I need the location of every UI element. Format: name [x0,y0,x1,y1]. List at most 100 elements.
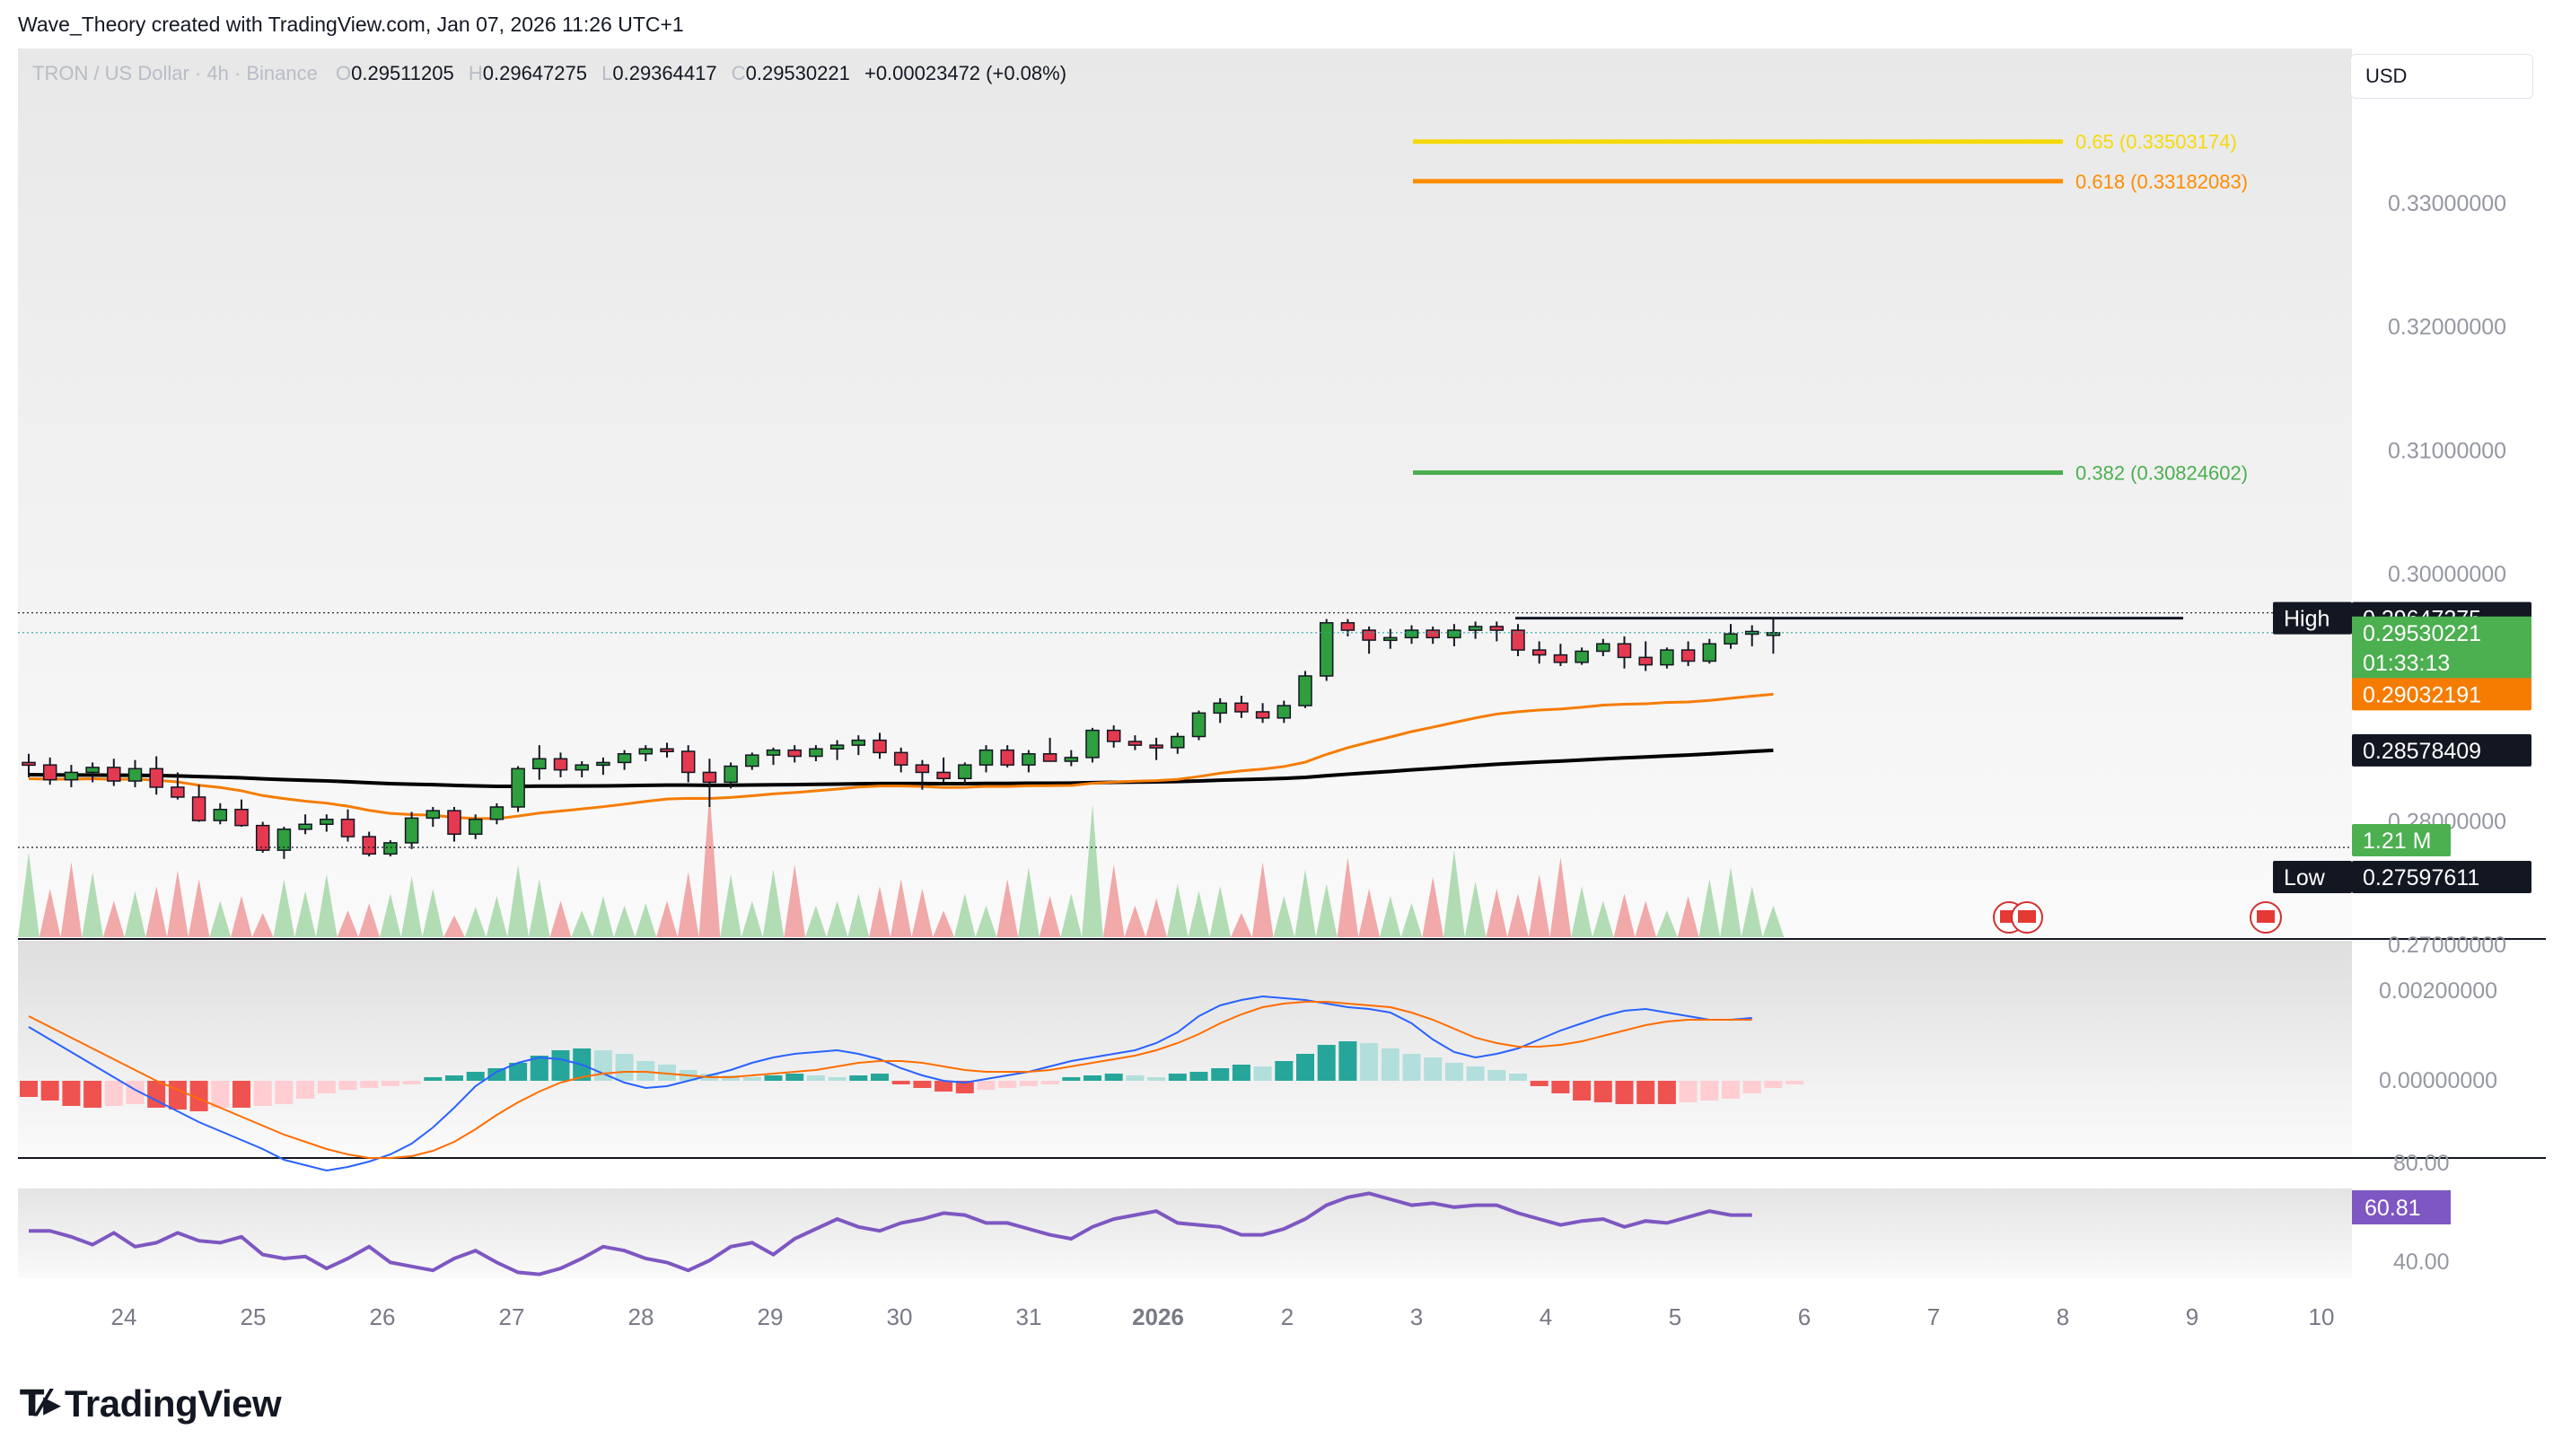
ema-fast-tag: 0.29032191 [2363,682,2481,707]
volume-bar [102,900,125,937]
volume-bar [1698,879,1721,937]
macd-histogram-bar [849,1075,868,1081]
macd-histogram-bar [189,1081,208,1111]
volume-bar [613,905,636,937]
macd-histogram-bar [168,1081,187,1110]
currency-selector[interactable]: USD [2350,54,2533,99]
candle-body [213,808,228,821]
rsi-tag-bg [2352,1190,2451,1224]
volume-bar [1188,890,1210,937]
candle-body [340,818,355,838]
volume-bar [1082,803,1103,937]
chart-frame[interactable]: 0.382 (0.30824602) 0.618 (0.33182083) 0.65… [18,48,2546,1348]
macd-histogram-bar [1360,1043,1379,1081]
high-tag-label-bg [2273,601,2352,635]
low-tag-label: Low [2284,865,2326,890]
last-price-bg [2352,616,2531,680]
volume-bar [656,900,678,937]
time-axis-label: 3 [1410,1303,1423,1330]
volume-bar [1358,889,1380,937]
macd-tick-label: 0.00200000 [2379,978,2497,1004]
candle-body [1638,656,1653,666]
macd-histogram-bar [381,1081,399,1086]
volume-bar [1018,866,1040,937]
macd-pane-bg [18,941,2352,1156]
candle-body [978,749,994,766]
candle-body [1000,749,1014,766]
volume-bar [528,879,550,937]
candle-body [873,739,887,754]
macd-histogram-bar [402,1081,421,1084]
symbol-title[interactable]: TRON / US Dollar · 4h · Binance [32,62,318,84]
time-axis-label: 29 [758,1303,784,1330]
candle-body [468,818,483,836]
price-pane-bg [18,48,2352,937]
volume-bar [1251,862,1274,937]
tradingview-logo[interactable]: T⁄▸ TradingView [20,1382,282,1425]
candle-body [575,764,589,771]
candle-body [1680,649,1696,662]
flag-stripes [2257,910,2275,923]
chart-canvas[interactable]: 0.382 (0.30824602) 0.618 (0.33182083) 0.65… [18,48,2546,1348]
volume-bar [1379,896,1401,937]
candle-body [1171,735,1185,749]
candle-body [107,767,121,782]
macd-histogram-bar [1593,1081,1612,1102]
volume-bar [39,889,61,937]
volume-bar [1549,856,1572,937]
volume-bar [890,879,912,937]
ohlc-legend: TRON / US Dollar · 4h · Binance O0.29511… [32,62,1066,85]
macd-histogram-bar [424,1077,443,1081]
volume-bar [592,896,614,937]
macd-histogram-bar [871,1074,889,1081]
volume-bar [443,915,465,937]
macd-histogram-bar [828,1077,847,1081]
volume-bar [231,896,252,937]
volume-bar [1209,886,1232,937]
time-axis-label: 25 [241,1303,267,1330]
macd-histogram-bar [1084,1075,1101,1081]
volume-bar [273,879,295,937]
macd-histogram-bar [296,1081,315,1099]
volume-bar [1443,849,1465,937]
candle-body [1404,629,1419,639]
volume-bar [380,893,401,937]
macd-histogram-bar [615,1054,634,1081]
candle-body [1127,741,1143,746]
volume-bar [911,889,934,937]
candle-body [1362,629,1376,641]
macd-histogram-bar [1636,1081,1655,1104]
macd-histogram-bar [530,1056,548,1081]
macd-histogram-bar [1764,1081,1783,1088]
volume-bar [400,876,423,937]
macd-histogram-bar [360,1081,379,1088]
macd-histogram-bar [1700,1081,1719,1101]
rsi-value-tag: 60.81 [2365,1196,2421,1221]
volume-bar [996,879,1019,937]
macd-histogram-bar [785,1074,804,1081]
macd-histogram-bar [1509,1074,1527,1081]
price-tick-label: 0.33000000 [2388,191,2506,216]
volume-bar [1592,900,1614,937]
time-axis-label: 8 [2057,1303,2069,1330]
macd-histogram-bar [62,1081,81,1106]
price-tick-label: 0.32000000 [2388,315,2506,340]
fib-label: 0.65 (0.33503174) [2075,131,2237,153]
macd-histogram-bar [1019,1081,1038,1086]
volume-bar [294,890,316,937]
candle-body [511,767,525,808]
macd-histogram-bar [1615,1081,1634,1104]
time-axis-label: 6 [1798,1303,1811,1330]
candle-body [1340,622,1356,631]
macd-histogram-bar [1189,1072,1208,1081]
volume-bar [869,886,891,937]
macd-histogram-bar [1657,1081,1676,1104]
volume-bar [826,900,848,937]
high-tag-label: High [2284,607,2329,632]
volume-bar [18,852,39,937]
macd-histogram-bar [1168,1074,1187,1081]
candle-body [1660,649,1674,666]
candle-body [596,761,610,767]
candle-body [829,744,845,750]
volume-bar [762,869,785,937]
